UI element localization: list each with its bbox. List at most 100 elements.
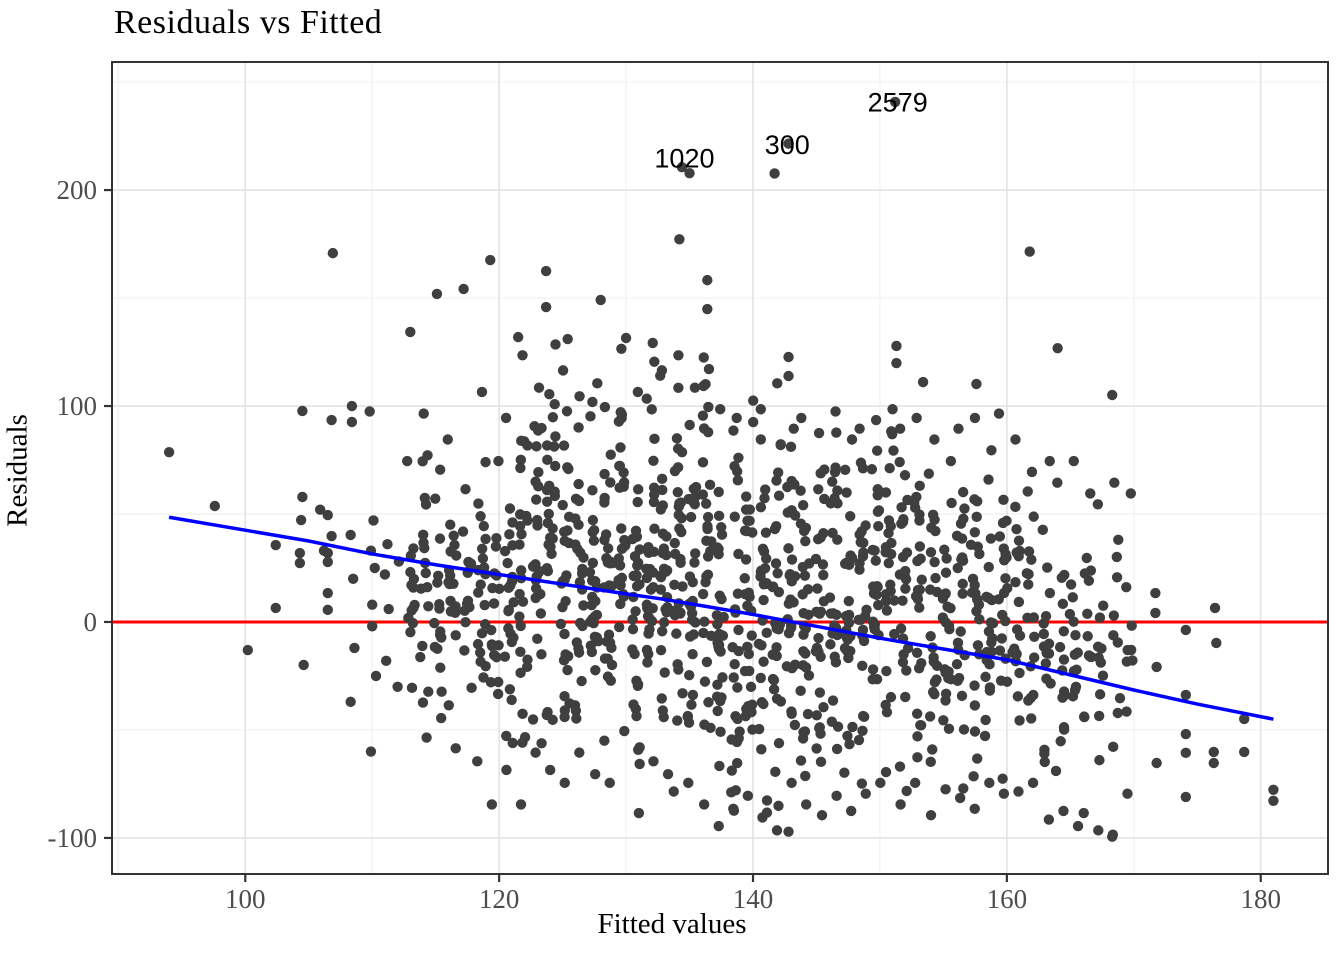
data-point xyxy=(827,695,839,706)
scatter-points xyxy=(163,234,1279,842)
data-point xyxy=(1072,647,1083,658)
data-point xyxy=(535,608,547,619)
data-point xyxy=(1067,592,1078,603)
data-point xyxy=(605,477,616,488)
data-point xyxy=(1039,756,1050,768)
data-point xyxy=(773,800,784,812)
data-point xyxy=(506,636,518,648)
data-point xyxy=(885,691,897,703)
data-point xyxy=(704,479,716,491)
data-point xyxy=(810,553,822,565)
data-point xyxy=(827,608,839,619)
data-point xyxy=(588,535,600,546)
data-point xyxy=(1107,389,1118,401)
data-point xyxy=(549,486,560,497)
data-point xyxy=(242,644,254,656)
data-point xyxy=(457,526,469,537)
data-point xyxy=(270,602,281,614)
panel-border xyxy=(111,61,1329,875)
data-point xyxy=(606,581,617,592)
data-point xyxy=(897,551,909,563)
data-point xyxy=(616,523,627,534)
data-point xyxy=(478,672,489,683)
data-point xyxy=(795,485,806,496)
data-point xyxy=(1013,551,1024,562)
data-point xyxy=(573,422,584,433)
data-point xyxy=(690,481,702,493)
data-point xyxy=(643,547,654,559)
data-point xyxy=(1001,676,1013,687)
data-point xyxy=(847,721,858,733)
data-point xyxy=(1013,596,1025,608)
data-point xyxy=(420,499,432,510)
data-point xyxy=(958,783,969,794)
data-point xyxy=(449,539,460,551)
data-point xyxy=(675,553,686,565)
data-point xyxy=(515,462,526,474)
data-point xyxy=(599,492,610,504)
data-point xyxy=(562,525,573,536)
data-point xyxy=(533,567,545,578)
x-tick-label: 140 xyxy=(733,884,774,914)
data-point xyxy=(507,737,518,749)
data-point xyxy=(800,799,812,810)
data-point xyxy=(911,708,923,719)
data-point xyxy=(867,674,878,685)
data-point xyxy=(485,677,497,688)
data-point xyxy=(588,525,600,536)
data-point xyxy=(1029,631,1040,642)
data-point xyxy=(599,735,610,746)
data-point xyxy=(487,582,498,594)
data-point xyxy=(479,599,490,611)
data-point xyxy=(493,455,504,467)
data-point xyxy=(909,777,921,789)
data-point xyxy=(731,757,743,769)
data-point xyxy=(486,640,498,652)
data-point xyxy=(536,738,547,749)
data-point xyxy=(642,603,653,614)
data-point xyxy=(732,588,744,599)
data-point xyxy=(830,462,841,473)
data-point xyxy=(797,500,809,511)
data-point xyxy=(972,541,983,552)
data-point xyxy=(753,638,765,650)
data-point xyxy=(945,455,957,467)
data-point xyxy=(772,568,783,579)
data-point xyxy=(589,769,601,780)
data-point xyxy=(946,497,957,509)
data-point xyxy=(642,657,653,668)
data-point xyxy=(712,637,723,648)
data-point xyxy=(1097,670,1109,681)
data-point xyxy=(914,480,925,491)
data-point xyxy=(209,500,221,512)
data-point xyxy=(448,530,459,541)
data-point xyxy=(845,805,857,817)
data-point xyxy=(713,548,724,560)
y-axis-title: Residuals xyxy=(1,414,34,527)
data-point xyxy=(672,462,684,473)
data-point xyxy=(839,464,851,476)
data-point xyxy=(473,498,484,509)
data-point xyxy=(1023,579,1034,590)
data-point xyxy=(829,651,840,662)
data-point xyxy=(786,554,798,565)
data-point xyxy=(815,756,827,767)
data-point xyxy=(294,547,306,559)
data-point xyxy=(1043,638,1055,649)
data-point xyxy=(788,423,799,434)
data-point xyxy=(504,529,515,540)
data-point xyxy=(365,746,377,757)
data-point xyxy=(1026,713,1037,724)
data-point xyxy=(812,583,823,594)
data-point xyxy=(1208,757,1219,769)
data-point xyxy=(715,726,726,738)
data-point xyxy=(1108,630,1119,641)
data-point xyxy=(993,408,1005,419)
data-point xyxy=(798,726,809,738)
data-point xyxy=(955,518,967,529)
data-point xyxy=(409,599,420,611)
data-point xyxy=(901,665,912,676)
data-point xyxy=(915,553,926,564)
data-point xyxy=(655,370,666,381)
data-point xyxy=(574,617,586,629)
